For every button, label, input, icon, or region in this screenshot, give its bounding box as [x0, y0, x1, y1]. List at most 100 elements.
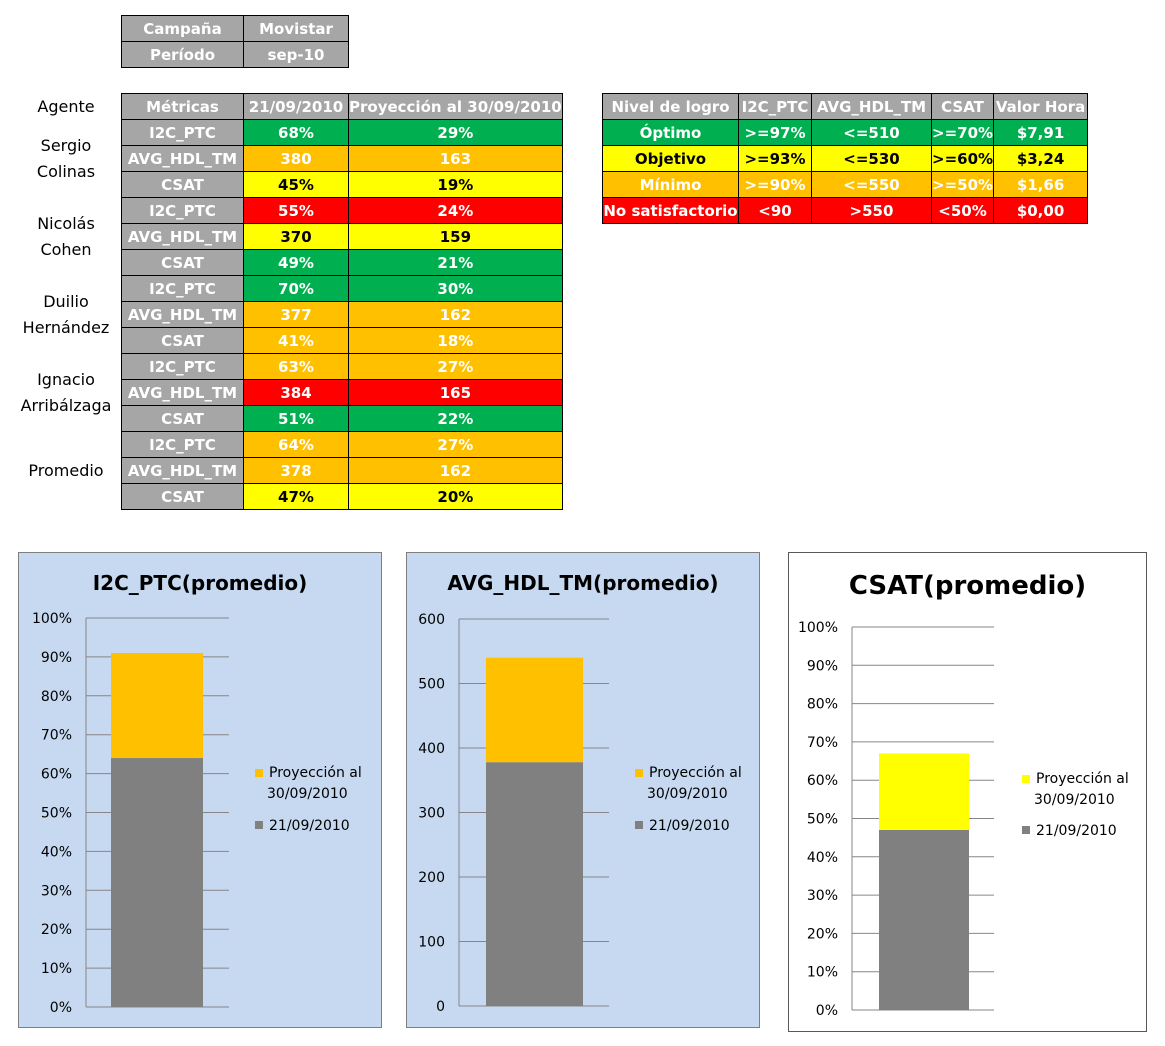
legend-label: Proyección al 30/09/2010	[1034, 771, 1129, 808]
current-value-cell: 378	[243, 457, 349, 484]
csat-threshold-cell: >=50%	[930, 171, 995, 198]
metric-row: AVG_HDL_TM 377 162	[121, 301, 563, 328]
current-value-cell: 70%	[243, 275, 349, 302]
campaign-value: Movistar	[243, 15, 349, 42]
metrics-body: I2C_PTC 68% 29% AVG_HDL_TM 380 163 CSAT 45% 19% I…	[121, 119, 563, 510]
y-tick-label: 20%	[41, 922, 72, 938]
y-tick-label: 90%	[807, 658, 838, 674]
projection-value-cell: 22%	[348, 405, 563, 432]
metric-row: AVG_HDL_TM 378 162	[121, 457, 563, 484]
y-tick-label: 70%	[807, 735, 838, 751]
metric-row: I2C_PTC 64% 27%	[121, 431, 563, 458]
level-row: No satisfactorio <90 >550 <50% $0,00	[602, 197, 1089, 224]
current-value-cell: 45%	[243, 171, 349, 198]
agent-name: Duilio Hernández	[22, 292, 110, 337]
chart-svg: 0% 10% 20% 30% 40% 50% 60% 70% 80% 90% 100% Proyecc…	[32, 611, 362, 1016]
y-tick-label: 40%	[41, 844, 72, 860]
metric-name-cell: I2C_PTC	[121, 275, 244, 302]
legend-label: 21/09/2010	[649, 818, 730, 834]
level-col-header: Nivel de logro	[602, 93, 739, 120]
metric-name-cell: I2C_PTC	[121, 119, 244, 146]
projection-value-cell: 24%	[348, 197, 563, 224]
legend-label-line: Proyección al	[1036, 771, 1129, 787]
metric-name-cell: I2C_PTC	[121, 431, 244, 458]
current-value-cell: 55%	[243, 197, 349, 224]
legend-swatch	[1022, 826, 1030, 834]
metric-name-cell: AVG_HDL_TM	[121, 457, 244, 484]
metric-row: I2C_PTC 70% 30%	[121, 275, 563, 302]
projection-col-header: Proyección al 30/09/2010	[348, 93, 563, 120]
avg-hdl-threshold-cell: <=550	[811, 171, 932, 198]
level-name-cell: No satisfactorio	[602, 197, 739, 224]
metric-row: I2C_PTC 63% 27%	[121, 353, 563, 380]
legend-label-line: 30/09/2010	[647, 786, 728, 802]
level-row: Mínimo >=90% <=550 >=50% $1,66	[602, 171, 1089, 198]
i2c-threshold-cell: <90	[738, 197, 812, 224]
metric-row: CSAT 45% 19%	[121, 171, 563, 198]
metric-name-cell: AVG_HDL_TM	[121, 145, 244, 172]
metric-name-cell: CSAT	[121, 483, 244, 510]
agent-name: Ignacio Arribálzaga	[20, 370, 112, 415]
metric-row: I2C_PTC 68% 29%	[121, 119, 563, 146]
projection-value-cell: 19%	[348, 171, 563, 198]
y-tick-label: 500	[418, 677, 445, 693]
legend-label-line: 30/09/2010	[267, 786, 348, 802]
metrics-header-row: Métricas 21/09/2010 Proyección al 30/09/…	[121, 93, 563, 120]
y-tick-label: 200	[418, 870, 445, 886]
metric-name-cell: CSAT	[121, 327, 244, 354]
legend-swatch	[255, 769, 263, 777]
y-tick-label: 30%	[807, 888, 838, 904]
metric-row: CSAT 41% 18%	[121, 327, 563, 354]
y-tick-label: 10%	[41, 961, 72, 977]
level-name-cell: Mínimo	[602, 171, 739, 198]
projection-value-cell: 30%	[348, 275, 563, 302]
current-value-cell: 380	[243, 145, 349, 172]
metric-row: CSAT 47% 20%	[121, 483, 563, 510]
chart-svg: 0% 10% 20% 30% 40% 50% 60% 70% 80% 90% 100% Proyecc…	[798, 620, 1129, 1019]
hour-value-col-header: Valor Hora	[993, 93, 1089, 120]
agent-name: Sergio Colinas	[36, 136, 96, 181]
y-tick-label: 30%	[41, 883, 72, 899]
y-tick-label: 0	[436, 999, 445, 1015]
metric-name-cell: CSAT	[121, 405, 244, 432]
avg-hdl-threshold-cell: <=530	[811, 145, 932, 172]
legend-label-line: Proyección al	[269, 765, 362, 781]
projection-value-cell: 27%	[348, 353, 563, 380]
hour-value-cell: $0,00	[993, 197, 1089, 224]
hour-value-cell: $1,66	[993, 171, 1089, 198]
csat-threshold-cell: >=60%	[930, 145, 995, 172]
y-tick-label: 90%	[41, 650, 72, 666]
current-value-cell: 384	[243, 379, 349, 406]
y-tick-label: 400	[418, 741, 445, 757]
agent-column-label: Agente	[37, 97, 95, 116]
avg-hdl-col-header: AVG_HDL_TM	[811, 93, 932, 120]
current-value-cell: 63%	[243, 353, 349, 380]
current-value-cell: 41%	[243, 327, 349, 354]
metric-row: CSAT 49% 21%	[121, 249, 563, 276]
metric-name-cell: CSAT	[121, 171, 244, 198]
legend-label: Proyección al 30/09/2010	[267, 765, 362, 802]
y-tick-label: 100%	[32, 611, 72, 627]
legend-label-line: Proyección al	[649, 765, 742, 781]
level-row: Óptimo >=97% <=510 >=70% $7,91	[602, 119, 1089, 146]
projection-value-cell: 21%	[348, 249, 563, 276]
levels-body: Óptimo >=97% <=510 >=70% $7,91 Objetivo >=93% <…	[602, 119, 1089, 224]
hour-value-cell: $3,24	[993, 145, 1089, 172]
y-tick-label: 60%	[41, 767, 72, 783]
level-row: Objetivo >=93% <=530 >=60% $3,24	[602, 145, 1089, 172]
legend-label: Proyección al 30/09/2010	[647, 765, 742, 802]
campaign-header-table: Campaña Movistar Período sep-10	[121, 15, 349, 68]
metric-row: AVG_HDL_TM 370 159	[121, 223, 563, 250]
y-tick-label: 100	[418, 935, 445, 951]
csat-threshold-cell: >=70%	[930, 119, 995, 146]
metrics-table: Métricas 21/09/2010 Proyección al 30/09/…	[121, 93, 563, 510]
metric-row: AVG_HDL_TM 384 165	[121, 379, 563, 406]
current-value-cell: 370	[243, 223, 349, 250]
avg-hdl-threshold-cell: <=510	[811, 119, 932, 146]
i2c-ptc-chart: I2C_PTC(promedio) 0% 10% 20% 30% 40% 50% 60% 70…	[18, 552, 382, 1028]
bar-segment	[111, 653, 203, 759]
y-tick-label: 80%	[807, 697, 838, 713]
projection-value-cell: 159	[348, 223, 563, 250]
campaign-row: Campaña Movistar	[121, 15, 349, 42]
metric-name-cell: I2C_PTC	[121, 353, 244, 380]
